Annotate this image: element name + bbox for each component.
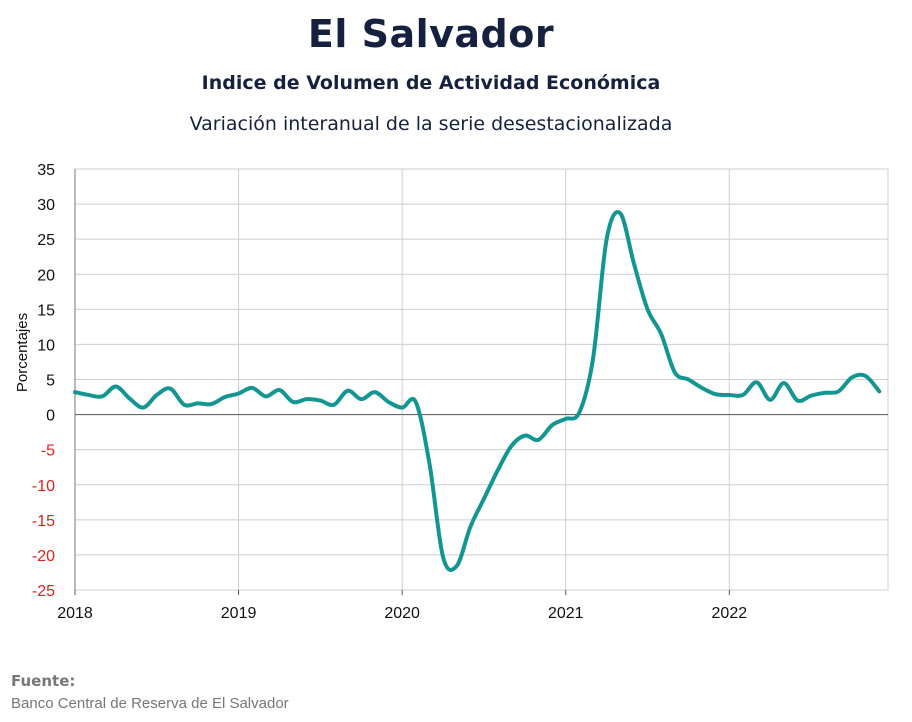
y-axis-label: Porcentajes xyxy=(14,313,31,392)
y-tick-label: -10 xyxy=(32,478,55,495)
chart-subtitle: Indice de Volumen de Actividad Económica xyxy=(201,72,661,94)
x-tick-label: 2018 xyxy=(57,605,93,622)
y-tick-label: 10 xyxy=(37,337,55,354)
x-tick-label: 2021 xyxy=(548,605,584,622)
y-tick-label: 5 xyxy=(46,373,55,390)
y-tick-label: -5 xyxy=(41,443,55,460)
y-tick-label: 20 xyxy=(37,267,55,284)
x-tick-label: 2019 xyxy=(221,605,257,622)
y-tick-label: -15 xyxy=(32,513,55,530)
y-tick-label: 0 xyxy=(46,408,55,425)
x-tick-label: 2022 xyxy=(712,605,748,622)
source-text: Banco Central de Reserva de El Salvador xyxy=(11,695,289,712)
source-label: Fuente: xyxy=(11,672,76,690)
chart-subtitle-secondary: Variación interanual de la serie desesta… xyxy=(189,113,673,135)
y-tick-label: 15 xyxy=(37,302,55,319)
y-tick-label: 25 xyxy=(37,232,55,249)
x-tick-label: 2020 xyxy=(384,605,420,622)
series-line xyxy=(73,210,882,572)
y-tick-label: 30 xyxy=(37,197,55,214)
y-tick-label: -20 xyxy=(32,548,55,565)
y-tick-label: -25 xyxy=(32,583,55,600)
y-tick-label: 35 xyxy=(37,162,55,179)
chart-title: El Salvador xyxy=(307,12,555,56)
